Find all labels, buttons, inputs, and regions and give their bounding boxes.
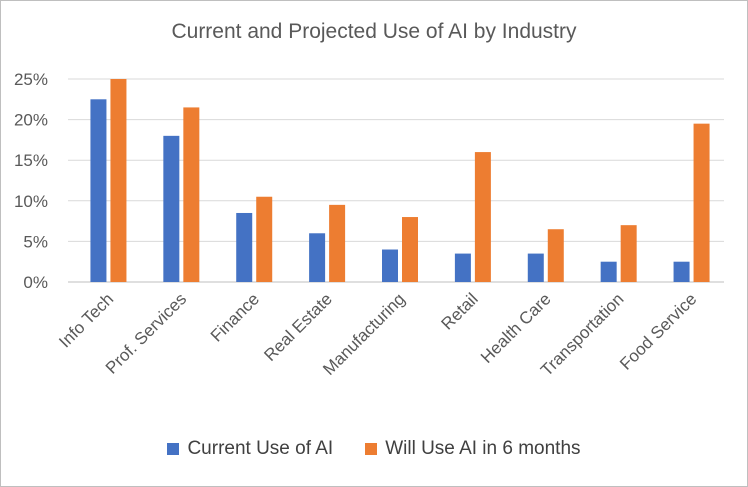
x-tick-label: Health Care [477, 289, 555, 367]
x-tick-label: Finance [207, 289, 263, 345]
bar-projected [183, 107, 200, 282]
legend-label-projected: Will Use AI in 6 months [385, 438, 581, 459]
bar-projected [256, 196, 273, 282]
bar-current [382, 249, 398, 282]
bar-current [90, 99, 107, 282]
legend-swatch-current [167, 443, 180, 455]
bar-projected [474, 152, 491, 282]
legend-item-current: Current Use of AI [167, 438, 333, 460]
x-tick-label: Retail [438, 289, 482, 333]
y-tick-label: 10% [14, 192, 48, 211]
x-tick-label: Real Estate [260, 289, 336, 365]
x-tick-label: Info Tech [55, 289, 117, 351]
y-tick-label: 25% [14, 70, 48, 89]
chart-title: Current and Projected Use of AI by Indus… [171, 20, 577, 43]
bar-current [236, 212, 253, 282]
bar-current [673, 261, 690, 282]
bar-projected [110, 79, 127, 282]
bar-current [454, 253, 471, 282]
y-axis-ticks: 0% 5% 10% 15% 20% 25% [14, 70, 48, 292]
bar-projected [620, 225, 637, 282]
y-tick-label: 0% [23, 273, 48, 292]
legend-label-current: Current Use of AI [187, 438, 334, 459]
bars [90, 79, 710, 282]
y-tick-label: 20% [14, 111, 48, 130]
legend: Current Use of AI Will Use AI in 6 month… [0, 438, 748, 460]
y-tick-label: 5% [23, 232, 48, 251]
bar-projected [329, 204, 346, 282]
bar-current [600, 261, 617, 282]
x-tick-label: Food Service [616, 289, 700, 373]
bar-current [309, 233, 326, 282]
y-tick-label: 15% [14, 151, 48, 170]
bar-projected [693, 123, 710, 282]
legend-item-projected: Will Use AI in 6 months [365, 438, 581, 460]
legend-swatch-projected [365, 443, 378, 455]
bar-projected [547, 229, 564, 282]
bar-projected [402, 217, 418, 282]
bar-current [527, 253, 544, 282]
bar-current [163, 135, 180, 282]
